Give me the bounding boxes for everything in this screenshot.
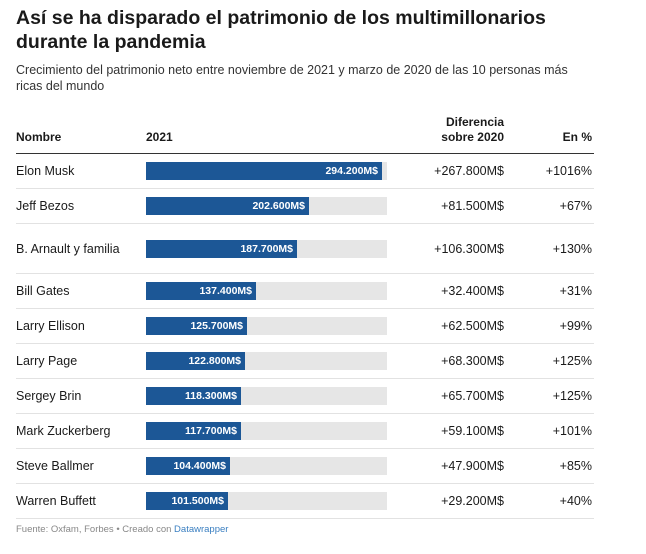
table-body: Elon Musk 294.200M$ +267.800M$ +1016% Jeff B… [16,154,594,519]
table-row: Jeff Bezos 202.600M$ +81.500M$ +67% [16,189,594,224]
row-pct: +31% [559,284,592,298]
bar-value-label: 187.700M$ [240,242,293,255]
bar-track: 122.800M$ [146,352,387,370]
column-header-2021: 2021 [146,130,173,144]
bar: 118.300M$ [146,387,241,405]
bar-value-label: 117.700M$ [185,425,237,437]
bar-value-label: 101.500M$ [171,495,224,507]
bar-track: 117.700M$ [146,422,387,440]
row-name: Elon Musk [16,164,75,178]
bar: 187.700M$ [146,239,297,258]
chart-subtitle: Crecimiento del patrimonio neto entre no… [16,63,568,93]
table-row: Mark Zuckerberg 117.700M$ +59.100M$ +101% [16,414,594,449]
row-name: Warren Buffett [16,494,96,508]
chart-container: Así se ha disparado el patrimonio de los… [16,0,594,519]
row-pct: +67% [559,199,592,213]
row-diff: +106.300M$ [434,241,504,256]
row-diff: +29.200M$ [441,494,504,508]
column-header-pct: En % [562,130,592,144]
row-diff: +32.400M$ [441,284,504,298]
bar-value-label: 125.700M$ [190,320,243,332]
column-header-diff: Diferencia sobre 2020 [441,115,504,144]
bar: 125.700M$ [146,317,247,335]
bar-track: 187.700M$ [146,239,387,258]
row-name: Sergey Brin [16,389,82,403]
row-pct: +40% [559,494,592,508]
row-diff: +59.100M$ [441,424,504,438]
bar-track: 118.300M$ [146,387,387,405]
row-name: Mark Zuckerberg [16,424,111,438]
bar-value-label: 104.400M$ [173,460,226,472]
source-note: Fuente: Oxfam, Forbes • Creado con [16,524,175,535]
table-row: Warren Buffett 101.500M$ +29.200M$ +40% [16,484,594,519]
row-pct: +85% [559,459,592,473]
row-name: B. Arnault y familia [16,241,120,256]
row-name: Larry Page [16,354,78,368]
bar-value-label: 294.200M$ [325,165,378,177]
bar: 104.400M$ [146,457,230,475]
bar-track: 101.500M$ [146,492,387,510]
table-row: Larry Page 122.800M$ +68.300M$ +125% [16,344,594,379]
table-row: Steve Ballmer 104.400M$ +47.900M$ +85% [16,449,594,484]
chart-title: Así se ha disparado el patrimonio de los… [16,7,546,53]
bar: 137.400M$ [146,282,256,300]
bar: 101.500M$ [146,492,228,510]
bar-track: 125.700M$ [146,317,387,335]
bar-value-label: 137.400M$ [199,285,252,297]
data-table: Nombre 2021 Diferencia sobre 2020 En % El… [16,111,594,519]
table-row: Bill Gates 137.400M$ +32.400M$ +31% [16,274,594,309]
row-pct: +125% [552,354,592,368]
table-header: Nombre 2021 Diferencia sobre 2020 En % [16,111,594,154]
table-row: Elon Musk 294.200M$ +267.800M$ +1016% [16,154,594,189]
row-diff: +68.300M$ [441,354,504,368]
row-diff: +47.900M$ [441,459,504,473]
bar: 294.200M$ [146,162,382,180]
row-pct: +130% [552,241,592,256]
bar-track: 137.400M$ [146,282,387,300]
row-pct: +125% [552,389,592,403]
bar-track: 294.200M$ [146,162,387,180]
column-header-name: Nombre [16,130,62,144]
row-pct: +1016% [545,164,592,178]
row-name: Bill Gates [16,284,70,298]
table-row: B. Arnault y familia 187.700M$ +106.300M$ +… [16,224,594,274]
bar-track: 202.600M$ [146,197,387,215]
datawrapper-link[interactable]: Datawrapper [174,524,229,535]
table-row: Larry Ellison 125.700M$ +62.500M$ +99% [16,309,594,344]
row-diff: +62.500M$ [441,319,504,333]
row-name: Jeff Bezos [16,199,75,213]
table-row: Sergey Brin 118.300M$ +65.700M$ +125% [16,379,594,414]
row-pct: +99% [559,319,592,333]
bar-value-label: 122.800M$ [188,355,241,367]
row-pct: +101% [552,424,592,438]
bar-track: 104.400M$ [146,457,387,475]
row-name: Steve Ballmer [16,459,94,473]
bar: 117.700M$ [146,422,241,440]
bar: 202.600M$ [146,197,309,215]
bar-value-label: 202.600M$ [252,200,305,212]
bar: 122.800M$ [146,352,245,370]
chart-footer: Fuente: Oxfam, Forbes • Creado con Dataw… [16,524,228,535]
row-diff: +65.700M$ [441,389,504,403]
row-diff: +267.800M$ [434,164,504,178]
bar-value-label: 118.300M$ [185,390,237,402]
row-name: Larry Ellison [16,319,85,333]
row-diff: +81.500M$ [441,199,504,213]
